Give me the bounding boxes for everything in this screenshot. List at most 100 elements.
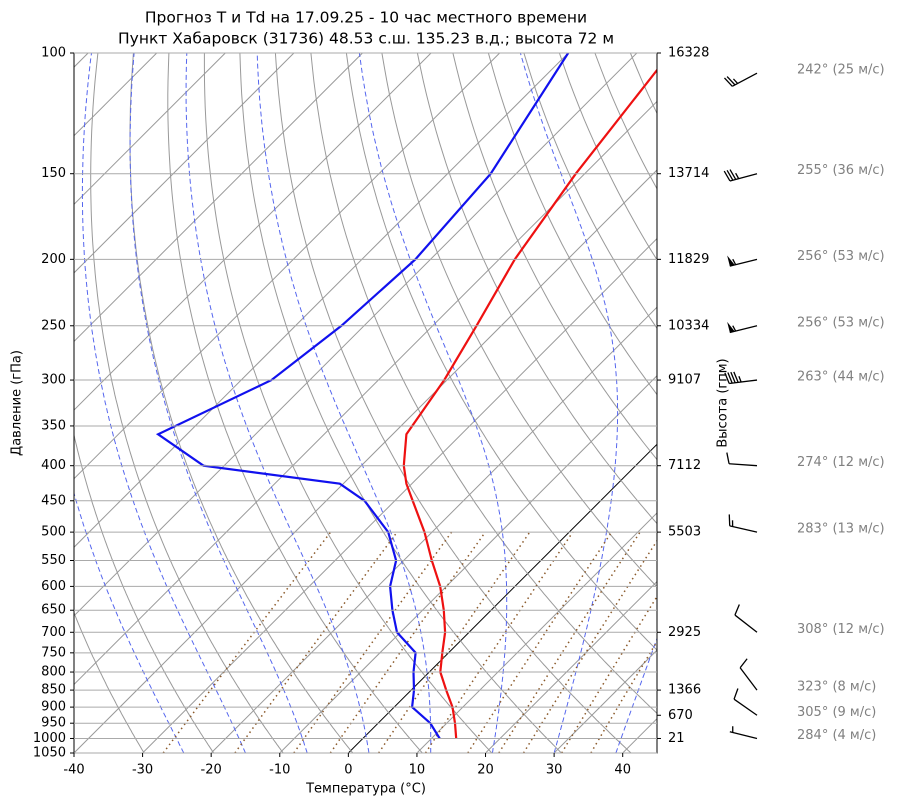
mixing-ratio-line	[467, 531, 613, 753]
wind-label: 255° (36 м/с)	[797, 163, 885, 178]
dry-adiabat	[772, 53, 900, 753]
isotherm	[210, 306, 657, 753]
barb-staff	[733, 698, 758, 716]
dry-adiabat	[523, 53, 657, 330]
x-tick-label: 40	[614, 763, 631, 778]
x-tick-label: 30	[546, 763, 563, 778]
y2-tick-label: 13714	[668, 166, 709, 181]
isotherm	[74, 100, 657, 686]
isotherm	[74, 169, 657, 753]
y-tick-label: 250	[41, 318, 66, 333]
dry-adiabat	[452, 53, 657, 461]
y2-tick-label: 1366	[668, 683, 701, 698]
moist-adiabat	[129, 53, 308, 753]
zero-isotherm	[347, 443, 657, 753]
y-tick-label: 650	[41, 603, 66, 618]
wind-barb	[734, 604, 758, 633]
barb-feather	[726, 76, 736, 86]
dry-adiabat	[239, 53, 562, 753]
barb-flag	[727, 255, 735, 267]
wind-barb	[723, 72, 758, 87]
profile-line	[402, 68, 657, 739]
wind-label: 323° (8 м/с)	[797, 680, 876, 695]
dry-adiabat	[879, 53, 900, 753]
barb-feather	[723, 77, 733, 87]
isotherm	[142, 237, 657, 753]
y-tick-label: 150	[41, 166, 66, 181]
dry-adiabat	[274, 53, 632, 753]
dry-adiabat	[737, 53, 900, 753]
x-tick-label: 20	[477, 763, 494, 778]
y2-tick-label: 2925	[668, 625, 701, 640]
wind-label: 256° (53 м/с)	[797, 315, 885, 330]
y-tick-label: 200	[41, 252, 66, 267]
profiles	[155, 53, 657, 740]
wind-label: 263° (44 м/с)	[797, 370, 885, 385]
dry-adiabat	[808, 53, 900, 753]
y2-tick-label: 10334	[668, 318, 709, 333]
y-tick-label: 950	[41, 716, 66, 731]
barb-feather	[724, 372, 730, 384]
dry-adiabat	[416, 53, 657, 525]
barb-feather	[739, 658, 748, 669]
wind-barb	[723, 169, 758, 182]
barb-staff	[729, 731, 758, 740]
barb-feather	[734, 604, 740, 616]
barb-feather	[723, 170, 731, 182]
mixing-ratio-line	[293, 531, 453, 753]
barb-staff	[729, 173, 758, 182]
dry-adiabat	[345, 53, 657, 651]
isotherm	[74, 53, 501, 480]
y-axis-label: Давление (гПа)	[10, 350, 25, 456]
barb-feather	[726, 452, 730, 464]
y-tick-label: 800	[41, 665, 66, 680]
y-tick-label: 100	[41, 46, 66, 61]
mixing-ratio-line	[561, 595, 657, 753]
wind-barb	[733, 688, 758, 716]
y2-tick-label: 16328	[668, 46, 709, 61]
barb-staff	[729, 525, 758, 533]
dry-adiabat	[487, 53, 657, 396]
barb-flag	[727, 321, 735, 333]
wind-label: 308° (12 м/с)	[797, 622, 885, 637]
x-tick-label: -30	[132, 763, 153, 778]
barb-staff	[739, 667, 758, 691]
y-tick-label: 450	[41, 493, 66, 508]
barb-half	[732, 78, 739, 84]
dry-adiabat	[129, 53, 354, 753]
dry-adiabat	[74, 433, 215, 753]
y-tick-label: 550	[41, 553, 66, 568]
y-tick-label: 850	[41, 683, 66, 698]
y2-tick-label: 7112	[668, 458, 701, 473]
mixing-ratio-line	[498, 531, 641, 753]
dry-adiabat	[310, 53, 657, 715]
mixing-ratio-line	[162, 531, 332, 753]
wind-barb	[739, 658, 758, 691]
isotherm	[760, 53, 900, 753]
y2-tick-label: 11829	[668, 252, 709, 267]
barb-half	[735, 172, 740, 179]
wind-label: 256° (53 м/с)	[797, 249, 885, 264]
barb-staff	[729, 379, 758, 385]
y2-tick-label: 5503	[668, 525, 701, 540]
wind-label: 305° (9 м/с)	[797, 705, 876, 720]
dry-adiabat	[90, 53, 284, 753]
wind-barb	[724, 371, 758, 385]
barb-feather	[729, 169, 737, 180]
x-tick-label: -10	[269, 763, 290, 778]
barb-feather	[730, 371, 736, 383]
wind-barb	[727, 255, 758, 267]
wind-label: 283° (13 м/с)	[797, 522, 885, 537]
dry-adiabat	[381, 53, 657, 588]
moist-adiabat	[678, 53, 900, 753]
chart-subtitle: Пункт Хабаровск (31736) 48.53 с.ш. 135.2…	[118, 30, 614, 48]
y-tick-label: 750	[41, 645, 66, 660]
wind-label: 242° (25 м/с)	[797, 63, 885, 78]
barb-feather	[727, 372, 733, 384]
barb-half	[738, 375, 742, 383]
barb-half	[732, 258, 737, 265]
chart-title: Прогноз T и Td на 17.09.25 - 10 час мест…	[145, 9, 587, 27]
isotherm	[74, 53, 363, 343]
y-tick-label: 500	[41, 525, 66, 540]
x-tick-label: 10	[409, 763, 426, 778]
